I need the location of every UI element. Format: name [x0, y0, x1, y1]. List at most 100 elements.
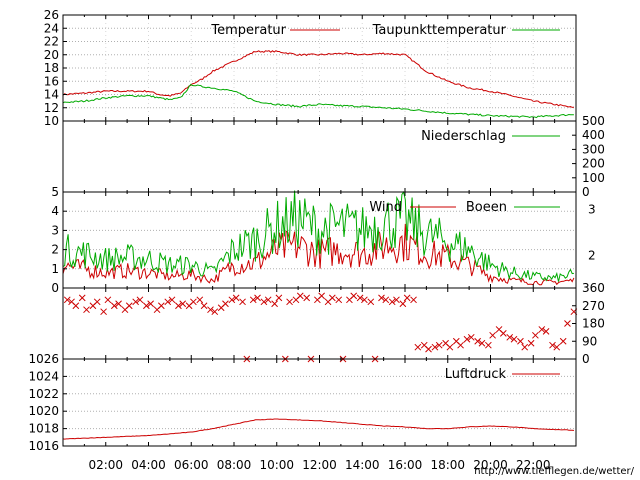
wind-direction-mark	[367, 298, 375, 306]
series-line-boeen	[62, 190, 574, 282]
wind-direction-mark	[271, 300, 278, 308]
wind-direction-mark	[506, 333, 514, 341]
legend-label: Luftdruck	[445, 367, 507, 382]
y-tick-label: 4	[51, 204, 59, 218]
wind-direction-mark	[435, 341, 443, 349]
wind-direction-mark	[564, 320, 571, 327]
wind-direction-mark	[350, 292, 358, 300]
y2-tick-label: 2	[588, 248, 596, 262]
legend-label: Niederschlag	[421, 129, 506, 144]
wind-direction-mark	[239, 298, 246, 306]
wind-direction-mark	[264, 296, 272, 304]
y2-tick-label: 400	[582, 128, 605, 142]
y-tick-label: 2	[51, 243, 59, 257]
wind-direction-mark	[303, 294, 311, 302]
wind-direction-mark	[222, 300, 229, 308]
wind-direction-mark	[467, 333, 475, 341]
wind-direction-mark	[207, 306, 214, 314]
x-tick-label: 08:00	[217, 458, 252, 472]
wind-direction-mark	[549, 341, 556, 349]
wind-direction-mark	[72, 302, 80, 310]
y-tick-label: 1016	[28, 439, 59, 453]
wind-direction-mark	[388, 298, 396, 306]
wind-direction-mark	[286, 298, 293, 306]
y2-tick-label: 200	[582, 157, 605, 171]
wind-direction-mark	[559, 337, 567, 345]
y-tick-label: 20	[44, 48, 59, 62]
y-tick-label: 3	[51, 223, 59, 237]
wind-direction-mark	[425, 345, 432, 353]
y-tick-label: 1	[51, 262, 59, 276]
wind-direction-mark	[457, 341, 464, 349]
wind-direction-mark	[83, 306, 90, 314]
x-tick-label: 20:00	[473, 458, 508, 472]
wind-direction-mark	[104, 296, 112, 304]
wind-direction-mark	[399, 300, 407, 308]
wind-direction-mark	[115, 300, 122, 308]
wind-direction-mark	[249, 296, 257, 304]
wind-direction-mark	[190, 298, 197, 306]
wind-direction-mark	[382, 296, 390, 304]
wind-direction-mark	[157, 302, 165, 310]
y-tick-label: 1020	[28, 404, 59, 418]
panel-3: 0 90 180 270 360	[62, 281, 605, 366]
y-tick-label: 16	[44, 74, 59, 88]
wind-direction-mark	[431, 343, 439, 351]
footer-url[interactable]: http://www.tiefflegen.de/wetter/	[474, 466, 634, 477]
wind-direction-mark	[164, 298, 172, 306]
wind-direction-mark	[318, 292, 325, 300]
wind-direction-mark	[168, 296, 176, 304]
wind-direction-mark	[63, 296, 71, 304]
wind-direction-mark	[527, 339, 535, 347]
y2-tick-label: 270	[582, 299, 605, 313]
y2-tick-label: 360	[582, 281, 605, 295]
panel-4: 1016 1018 1020 1022 1024 1026 Luftdruck	[28, 352, 577, 453]
wind-direction-mark	[414, 343, 422, 351]
y-tick-label: 10	[44, 114, 59, 128]
y2-tick-label: 0	[582, 352, 590, 366]
y2-tick-label: 500	[582, 114, 605, 128]
wind-direction-mark	[521, 343, 529, 351]
legend-label: Taupunkttemperatur	[372, 23, 507, 38]
y-tick-label: 22	[44, 35, 59, 49]
y-tick-label: 26	[44, 8, 59, 22]
x-tick-label: 22:00	[516, 458, 551, 472]
wind-direction-mark	[403, 294, 411, 302]
series-line-taupunkttemperatur	[62, 83, 574, 119]
wind-direction-mark	[228, 296, 236, 304]
x-tick-label: 04:00	[131, 458, 166, 472]
wind-direction-mark	[125, 302, 133, 310]
series-line-temperatur	[62, 50, 574, 108]
wind-direction-mark	[410, 296, 417, 304]
wind-direction-mark	[517, 337, 524, 345]
y-tick-label: 24	[44, 21, 59, 35]
legend-label: Temperatur	[210, 23, 286, 38]
legend-label: Wind	[369, 200, 402, 215]
y-tick-label: 1026	[28, 352, 59, 366]
panel-2: 0 1 2 3 4 5 2 3 Wind Boeen	[51, 185, 595, 295]
y2-tick-label: 3	[588, 202, 596, 216]
wind-direction-mark	[211, 308, 219, 316]
wind-direction-mark	[361, 296, 368, 304]
y-tick-label: 1018	[28, 422, 59, 436]
x-tick-label: 18:00	[430, 458, 465, 472]
series-line-wind	[62, 223, 575, 286]
wind-direction-mark	[356, 294, 364, 302]
wind-direction-mark	[260, 298, 268, 306]
wind-direction-mark	[485, 341, 492, 349]
wind-direction-mark	[499, 330, 507, 337]
y2-tick-label: 300	[582, 142, 605, 156]
wind-direction-mark	[175, 302, 182, 310]
wind-direction-mark	[335, 296, 343, 304]
y-tick-label: 18	[44, 61, 59, 75]
y2-tick-label: 180	[582, 317, 605, 331]
series-line-luftdruck	[62, 418, 574, 440]
wind-direction-mark	[200, 302, 208, 310]
wind-direction-mark	[100, 308, 107, 316]
wind-direction-mark	[136, 296, 144, 304]
wind-direction-mark	[110, 302, 118, 310]
wind-direction-mark	[328, 294, 336, 302]
